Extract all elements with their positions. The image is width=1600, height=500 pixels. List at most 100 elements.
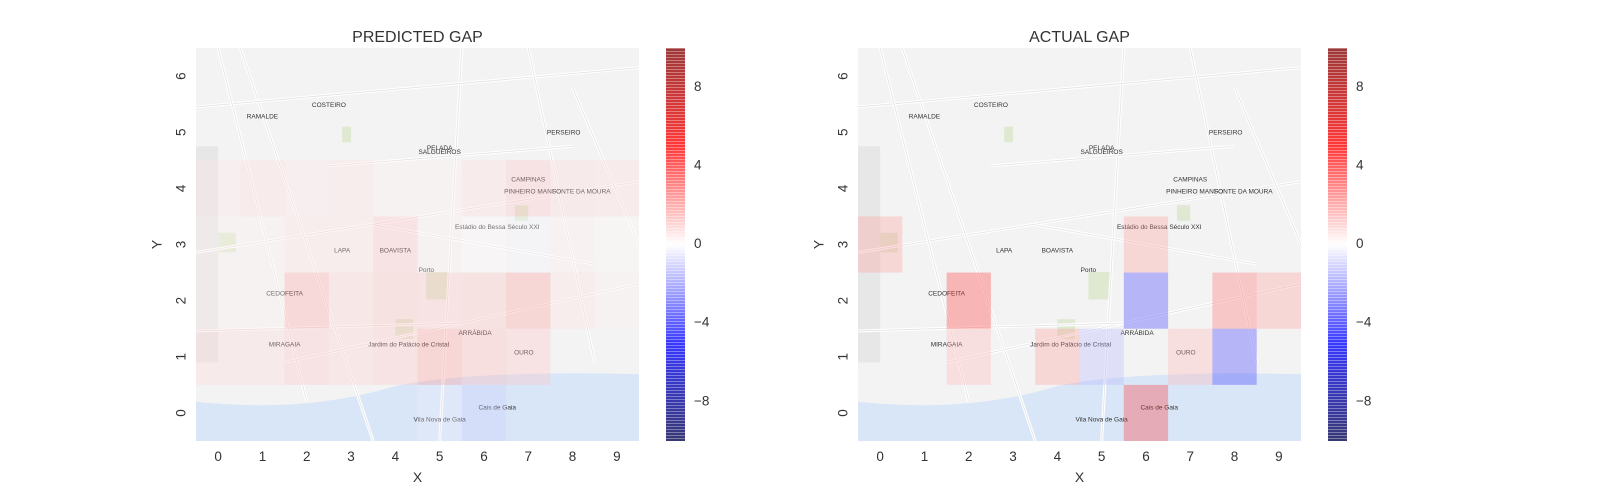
map-place-label: PELADA bbox=[1089, 145, 1115, 152]
heatmap-cell bbox=[1168, 328, 1213, 385]
heatmap-cell bbox=[506, 328, 551, 385]
heatmap-cell bbox=[417, 384, 462, 441]
heatmap-cell bbox=[196, 272, 241, 329]
colorbar-tick-label: 4 bbox=[694, 157, 702, 172]
x-tick-label: 9 bbox=[1275, 449, 1283, 464]
heatmap-cells bbox=[858, 216, 1301, 441]
colorbar-tick-label: 0 bbox=[1356, 236, 1364, 251]
y-tick-label: 3 bbox=[174, 241, 189, 249]
heatmap-cell bbox=[1212, 328, 1257, 385]
map-place-label: Cais de Gaia bbox=[478, 405, 516, 412]
heatmap-cell bbox=[284, 216, 329, 273]
map-place-label: SALGUEIROS bbox=[1081, 149, 1124, 156]
y-axis-label: Y bbox=[811, 239, 827, 249]
heatmap-cell bbox=[506, 272, 551, 329]
map-place-label: PERSEIRO bbox=[547, 129, 581, 136]
x-tick-label: 4 bbox=[392, 449, 400, 464]
heatmap-cell bbox=[461, 384, 507, 441]
x-tick-label: 1 bbox=[259, 449, 267, 464]
heatmap-cell bbox=[373, 216, 418, 273]
heatmap-cell bbox=[461, 160, 507, 217]
heatmap-cell bbox=[1123, 272, 1169, 329]
map-place-label: Jardim do Palácio de Cristal bbox=[1030, 342, 1111, 349]
heatmap-cell bbox=[946, 272, 991, 329]
map-place-label: RAMALDE bbox=[909, 114, 941, 121]
heatmap-cell bbox=[328, 272, 374, 329]
map-place-label: CAMPINAS bbox=[511, 177, 546, 184]
map-place-label: Cais de Gaia bbox=[1140, 405, 1178, 412]
heatmap-cell bbox=[328, 160, 374, 217]
colorbar-tick-label: 8 bbox=[1356, 79, 1364, 94]
heatmap-cell bbox=[284, 272, 329, 329]
heatmap-cells bbox=[196, 160, 639, 441]
map-place-label: BOAVISTA bbox=[1042, 247, 1074, 254]
colorbar-tick-label: −8 bbox=[1356, 393, 1371, 408]
heatmap-panel: Estádio do Bessa Século XXI Porto BOAVISTA… bbox=[149, 29, 710, 485]
map-place-label: LAPA bbox=[334, 247, 351, 254]
heatmap-cell bbox=[240, 216, 285, 273]
x-tick-label: 9 bbox=[613, 449, 621, 464]
map-place-label: Porto bbox=[419, 267, 435, 274]
heatmap-cell bbox=[328, 216, 374, 273]
heatmap-cell bbox=[196, 160, 241, 217]
chart-title: PREDICTED GAP bbox=[352, 29, 483, 46]
x-tick-label: 5 bbox=[436, 449, 444, 464]
heatmap-cell bbox=[373, 272, 418, 329]
heatmap-cell bbox=[594, 272, 639, 329]
x-tick-label: 6 bbox=[1142, 449, 1150, 464]
heatmap-cell bbox=[858, 216, 903, 273]
map-place-label: BOAVISTA bbox=[380, 247, 412, 254]
heatmap-cell bbox=[461, 272, 507, 329]
x-tick-label: 5 bbox=[1098, 449, 1106, 464]
heatmap-cell bbox=[550, 216, 595, 273]
heatmap-cell bbox=[417, 272, 462, 329]
map-place-label: SALGUEIROS bbox=[419, 149, 462, 156]
heatmap-cell bbox=[417, 328, 462, 385]
y-tick-label: 0 bbox=[174, 409, 189, 417]
map-place-label: Vila Nova de Gaia bbox=[414, 416, 467, 423]
map-place-label: PINHEIRO MANSO bbox=[1166, 188, 1223, 195]
map-place-label: Estádio do Bessa Século XXI bbox=[455, 224, 540, 231]
y-tick-label: 4 bbox=[836, 184, 851, 192]
heatmap-cell bbox=[594, 160, 639, 217]
colorbar-tick-label: 4 bbox=[1356, 157, 1364, 172]
x-tick-label: 4 bbox=[1054, 449, 1062, 464]
map-place-label: CEDOFEITA bbox=[928, 291, 965, 298]
y-tick-label: 1 bbox=[836, 353, 851, 361]
heatmap-cell bbox=[1123, 384, 1169, 441]
heatmap-cell bbox=[461, 216, 507, 273]
map-place-label: FONTE DA MOURA bbox=[552, 188, 611, 195]
colorbar-tick-label: −4 bbox=[1356, 315, 1372, 330]
y-tick-label: 3 bbox=[836, 241, 851, 249]
heatmap-cell bbox=[1035, 328, 1080, 385]
map-place-label: CAMPINAS bbox=[1173, 177, 1208, 184]
map-place-label: LAPA bbox=[996, 247, 1013, 254]
x-axis-label: X bbox=[1075, 469, 1085, 485]
y-tick-label: 5 bbox=[836, 128, 851, 136]
colorbar-tick-label: 0 bbox=[694, 236, 702, 251]
map-place-label: PERSEIRO bbox=[1209, 129, 1243, 136]
heatmap-panel: Estádio do Bessa Século XXI Porto BOAVISTA… bbox=[811, 29, 1372, 485]
map-place-label: MIRAGAIA bbox=[931, 342, 963, 349]
heatmap-cell bbox=[461, 328, 507, 385]
heatmap-cell bbox=[506, 216, 551, 273]
heatmap-cell bbox=[550, 272, 595, 329]
x-tick-label: 6 bbox=[480, 449, 488, 464]
y-tick-label: 2 bbox=[836, 297, 851, 305]
y-tick-label: 2 bbox=[174, 297, 189, 305]
colorbar-tick-label: −8 bbox=[694, 393, 709, 408]
x-tick-label: 7 bbox=[524, 449, 532, 464]
colorbar: 8 4 0 −4 −8 bbox=[666, 48, 710, 441]
heatmap-cell bbox=[1079, 328, 1124, 385]
map-place-label: COSTEIRO bbox=[974, 102, 1008, 109]
y-tick-label: 0 bbox=[836, 409, 851, 417]
colorbar-tick-label: 8 bbox=[694, 79, 702, 94]
map-place-label: FONTE DA MOURA bbox=[1214, 188, 1273, 195]
chart-title: ACTUAL GAP bbox=[1029, 29, 1130, 46]
map-place-label: Estádio do Bessa Século XXI bbox=[1117, 224, 1202, 231]
heatmap-cell bbox=[196, 216, 241, 273]
map-place-label: OURO bbox=[1176, 350, 1196, 357]
y-tick-label: 6 bbox=[836, 72, 851, 80]
heatmap-cell bbox=[506, 160, 551, 217]
